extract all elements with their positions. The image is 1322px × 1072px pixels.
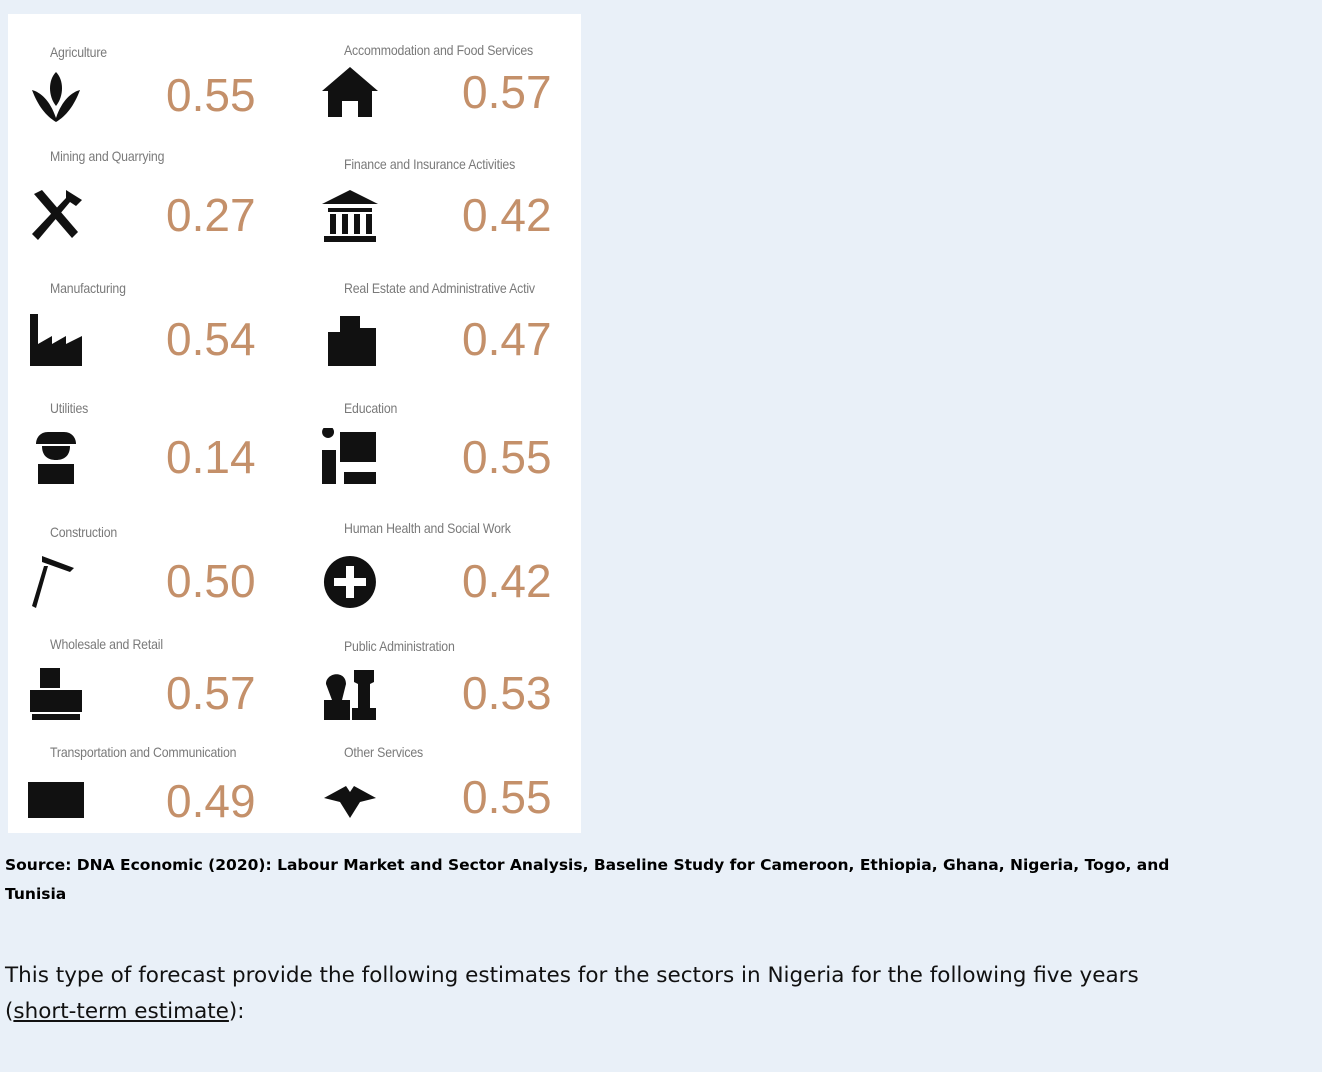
paragraph: This type of forecast provide the follow… — [5, 958, 1322, 1030]
sector-icon — [32, 190, 82, 240]
sector-label: Manufacturing — [50, 280, 126, 296]
sector-label: Human Health and Social Work — [344, 520, 511, 536]
link[interactable]: short-term estimate — [13, 999, 229, 1024]
sector-label: Accommodation and Food Services — [344, 42, 534, 58]
icon-shape — [322, 190, 378, 242]
sector-icon — [323, 556, 376, 608]
icon-shape — [322, 67, 378, 117]
sector-icon — [322, 67, 378, 117]
icon-shape — [334, 566, 366, 598]
sector-value: 0.27 — [166, 189, 256, 241]
sector-icon — [30, 314, 82, 366]
sector-label: Finance and Insurance Activities — [344, 156, 516, 172]
paragraph-text: ( — [5, 999, 14, 1024]
icon-shape — [30, 668, 82, 720]
sector-value: 0.55 — [166, 69, 256, 121]
icon-shape — [30, 314, 82, 366]
sector-label: Utilities — [50, 400, 89, 416]
sector-icon — [322, 428, 376, 484]
sector-icon — [28, 782, 84, 818]
sector-icon — [30, 668, 82, 720]
sector-icon — [32, 72, 80, 122]
sector-label: Mining and Quarrying — [50, 148, 165, 164]
sector-value: 0.53 — [462, 667, 552, 719]
sector-value: 0.42 — [462, 555, 552, 607]
sector-label: Other Services — [344, 744, 424, 760]
sector-value: 0.57 — [166, 667, 256, 719]
sector-value: 0.55 — [462, 771, 552, 823]
sector-icon — [328, 316, 376, 366]
sector-icon — [322, 190, 378, 242]
sector-label: Transportation and Communication — [50, 744, 237, 760]
icon-shape — [32, 556, 74, 608]
icon-shape — [32, 72, 80, 122]
sector-value: 0.47 — [462, 313, 552, 365]
sector-label: Real Estate and Administrative Activ — [344, 280, 535, 296]
source-note: Source: DNA Economic (2020): Labour Mark… — [5, 851, 1322, 909]
sector-value: 0.50 — [166, 555, 256, 607]
sector-value: 0.55 — [462, 431, 552, 483]
icon-shape — [324, 786, 376, 818]
icon-shape — [28, 782, 84, 818]
sector-icon — [324, 786, 376, 818]
sector-value: 0.49 — [166, 775, 256, 827]
sector-value: 0.42 — [462, 189, 552, 241]
sector-icon — [36, 432, 76, 484]
paragraph-text: This type of forecast provide the follow… — [5, 963, 1139, 988]
icon-shape — [322, 428, 376, 484]
icon-shape — [328, 316, 376, 366]
source-line: Tunisia — [5, 885, 67, 903]
sector-label: Public Administration — [344, 638, 455, 654]
sector-infographic: Agriculture 0.55 Accommodation and Food Se… — [8, 14, 581, 833]
sector-label: Agriculture — [50, 44, 107, 60]
sector-icon — [324, 670, 376, 720]
sector-value: 0.57 — [462, 66, 552, 118]
icon-shape — [324, 670, 376, 720]
sector-value: 0.54 — [166, 313, 256, 365]
icon-shape — [36, 432, 76, 484]
paragraph-text: ): — [228, 999, 245, 1024]
sector-value: 0.14 — [166, 431, 256, 483]
sector-label: Education — [344, 400, 398, 416]
source-line: Source: DNA Economic (2020): Labour Mark… — [5, 856, 1170, 874]
sector-icon — [32, 556, 74, 608]
icon-shape — [32, 190, 82, 240]
sector-label: Wholesale and Retail — [50, 636, 163, 652]
sector-label: Construction — [50, 524, 118, 540]
